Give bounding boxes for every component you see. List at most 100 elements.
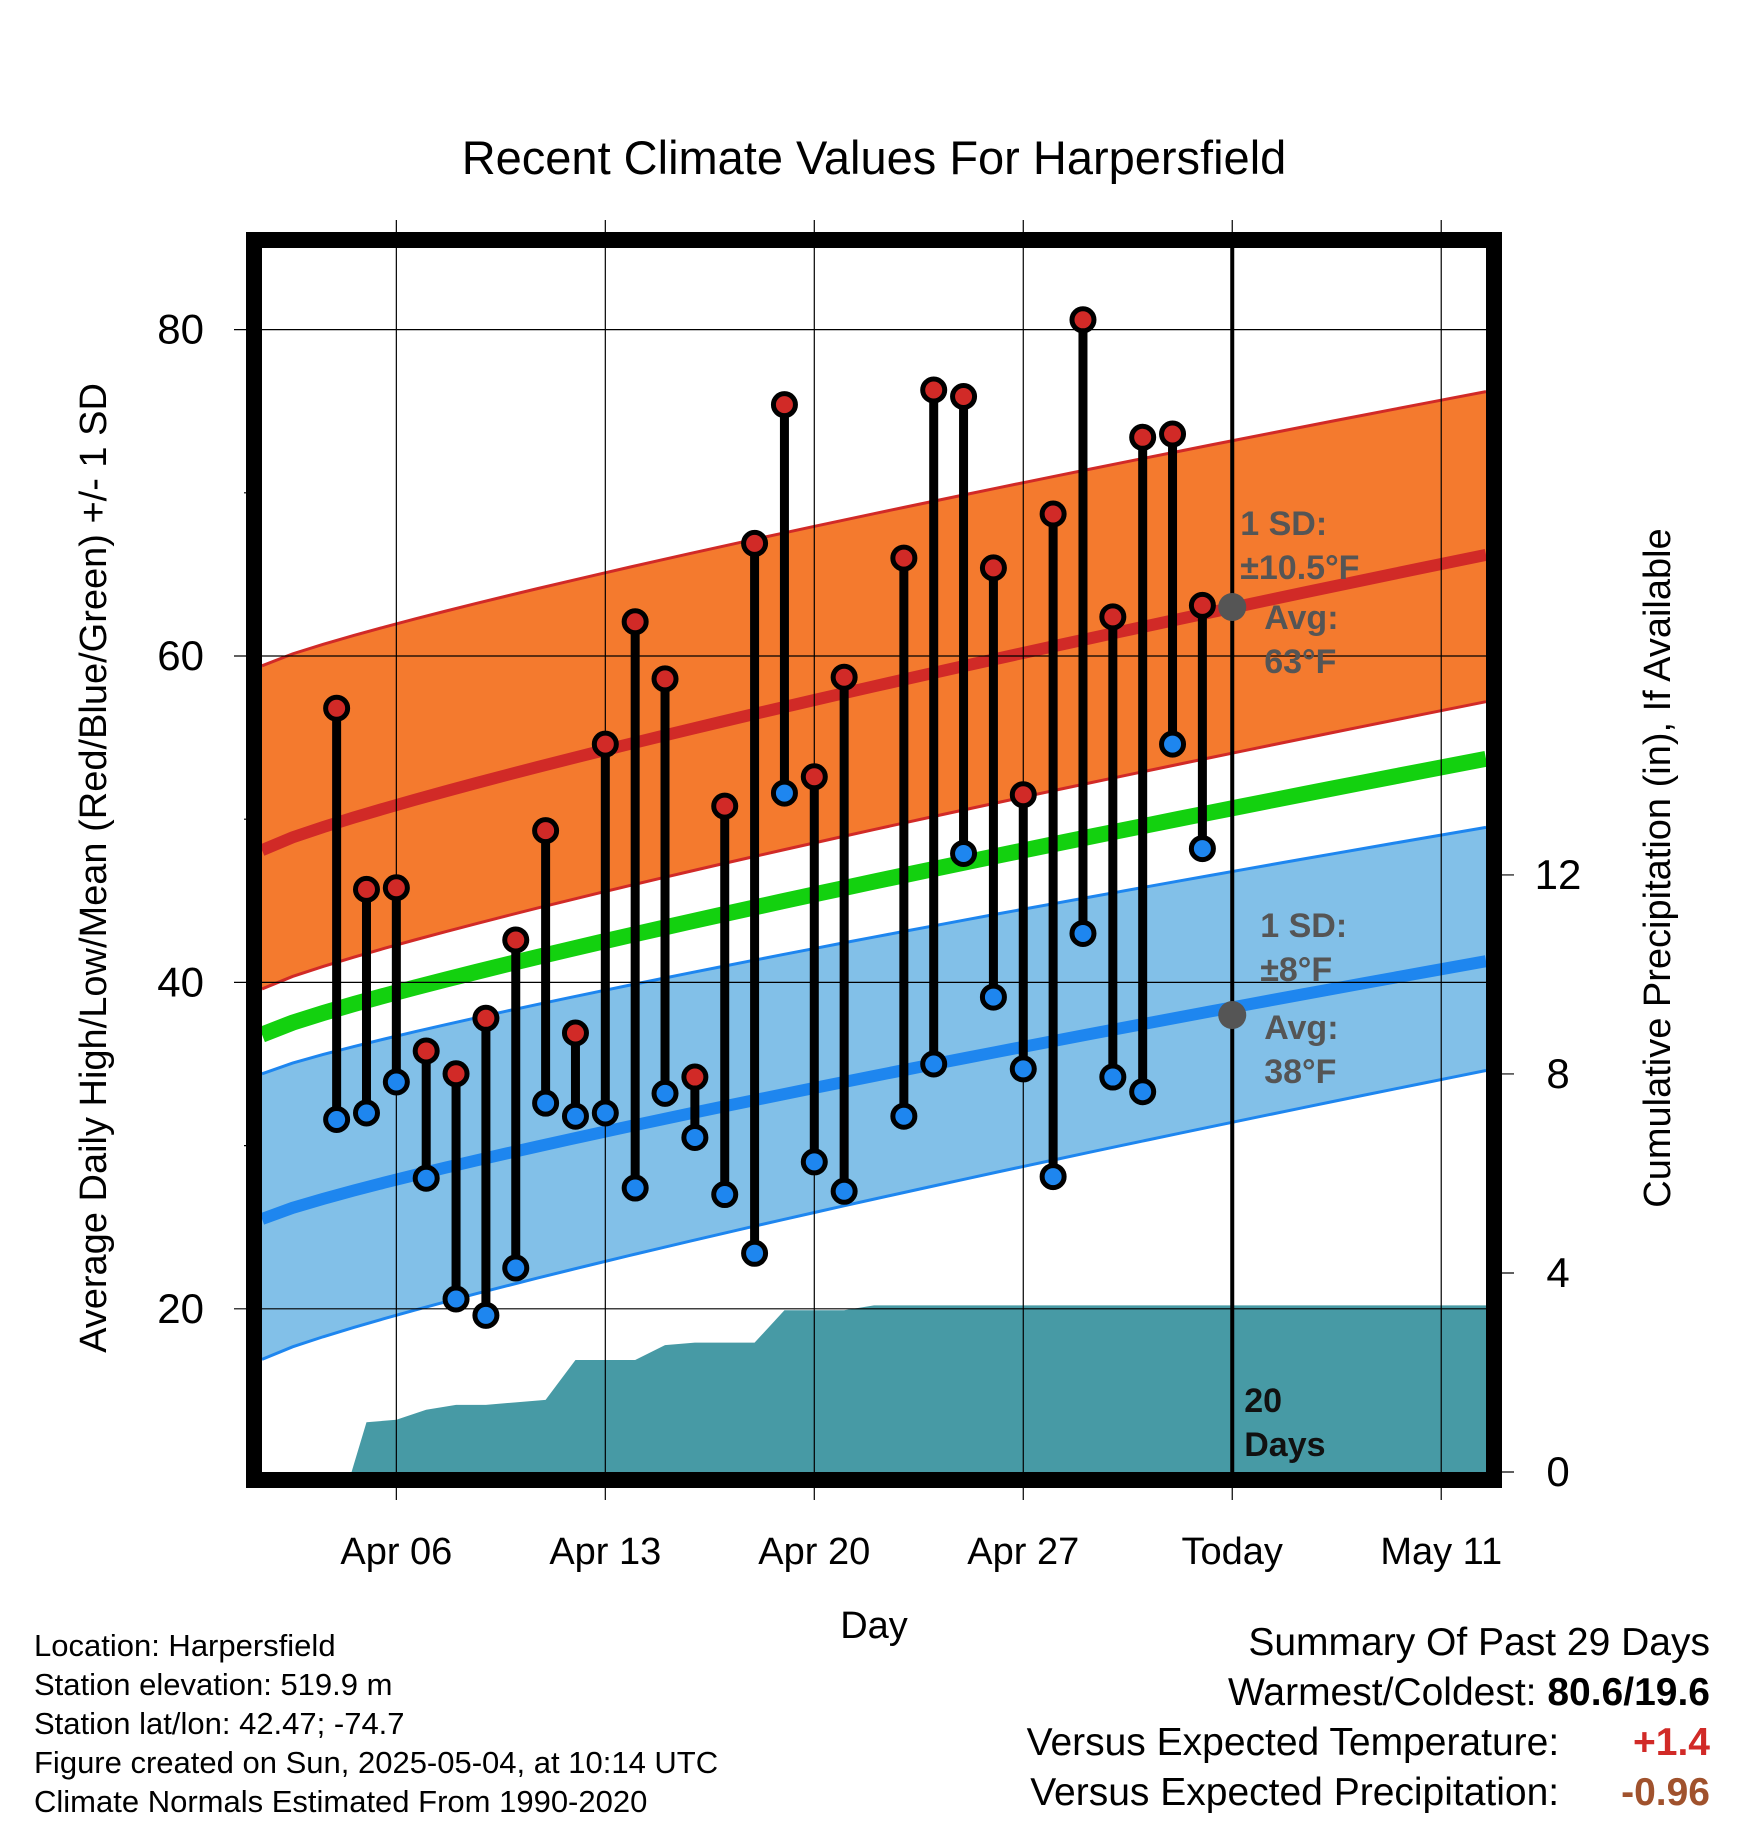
high-point: [1069, 306, 1097, 334]
low-point: [1069, 919, 1097, 947]
high-point: [561, 1019, 589, 1047]
x-tick-label: Today: [1182, 1531, 1283, 1573]
low-point: [323, 1105, 351, 1133]
high-point: [382, 874, 410, 902]
low-point: [741, 1239, 769, 1267]
high-point: [621, 608, 649, 636]
high-point: [681, 1063, 709, 1091]
high-point: [1099, 603, 1127, 631]
low-point: [770, 779, 798, 807]
plot-frame: [246, 232, 1502, 1488]
low-point: [442, 1285, 470, 1313]
location-text: Location: Harpersfield: [34, 1628, 336, 1663]
low-point: [681, 1123, 709, 1151]
low-point: [1009, 1055, 1037, 1083]
low-point: [1129, 1078, 1157, 1106]
precip-area: [291, 1305, 1486, 1472]
high-point: [979, 554, 1007, 582]
high-point: [352, 875, 380, 903]
low-sd-band-upper-edge: [261, 825, 1487, 1076]
high-point: [412, 1037, 440, 1065]
warm-cold-value: 80.6/19.6: [1547, 1671, 1710, 1714]
temp-row: Versus Expected Temperature: +1.4: [1027, 1718, 1710, 1768]
low-point: [1099, 1063, 1127, 1091]
precip-label: Versus Expected Precipitation:: [1030, 1771, 1560, 1814]
normal-low-line: [259, 955, 1488, 1225]
normal-high-line: [259, 548, 1488, 856]
low-point: [382, 1068, 410, 1096]
days-annotation-line: Days: [1244, 1426, 1325, 1464]
high-point: [502, 926, 530, 954]
low-point: [621, 1174, 649, 1202]
low-point: [591, 1099, 619, 1127]
x-axis-label: Day: [840, 1605, 908, 1647]
high-point: [442, 1060, 470, 1088]
chart-title: Recent Climate Values For Harpersfield: [462, 131, 1287, 184]
x-tick-label: Apr 20: [758, 1531, 870, 1573]
precip-value: -0.96: [1621, 1771, 1710, 1814]
high-point: [1159, 420, 1187, 448]
normal-mean-line: [259, 750, 1488, 1043]
y-axis-label-left: Average Daily High/Low/Mean (Red/Blue/Gr…: [73, 383, 115, 1353]
low-point: [651, 1079, 679, 1107]
low-point: [979, 983, 1007, 1011]
low-point: [532, 1089, 560, 1117]
elevation-text: Station elevation: 519.9 m: [34, 1667, 393, 1702]
low-point: [502, 1254, 530, 1282]
days-annotation: 20 Days: [1244, 1382, 1325, 1464]
low-point: [412, 1164, 440, 1192]
today-low-avg-marker: [1218, 1001, 1247, 1030]
low-avg-annotation: Avg: 38°F: [1264, 1009, 1338, 1091]
high-point: [1129, 423, 1157, 451]
days-annotation-line: 20: [1244, 1382, 1282, 1420]
low-point: [890, 1102, 918, 1130]
low-point: [920, 1050, 948, 1078]
high-point: [1039, 500, 1067, 528]
low-sd-annotation-line: ±8°F: [1260, 951, 1332, 989]
y-tick-label-right: 0: [1546, 1448, 1569, 1495]
summary-panel: Summary Of Past 29 Days Warmest/Coldest:…: [1027, 1618, 1710, 1818]
high-sd-band-upper-edge: [261, 390, 1487, 668]
y-tick-label-left: 80: [157, 306, 204, 353]
low-sd-annotation-line: 1 SD:: [1260, 907, 1347, 945]
high-point: [741, 529, 769, 557]
high-point: [1188, 591, 1216, 619]
low-point: [800, 1148, 828, 1176]
warm-cold-row: Warmest/Coldest: 80.6/19.6: [1027, 1668, 1710, 1718]
high-avg-annotation-line: Avg:: [1264, 599, 1338, 637]
high-point: [1009, 781, 1037, 809]
high-point: [890, 544, 918, 572]
y-axis-label-right: Cumulative Precipitation (in), If Availa…: [1637, 528, 1679, 1207]
x-tick-label: Apr 06: [340, 1531, 452, 1573]
low-point: [1039, 1163, 1067, 1191]
low-point: [1188, 835, 1216, 863]
temp-value: +1.4: [1633, 1721, 1710, 1764]
low-point: [1159, 730, 1187, 758]
x-tick-label: Apr 27: [967, 1531, 1079, 1573]
high-point: [950, 383, 978, 411]
high-point: [711, 792, 739, 820]
high-point: [472, 1004, 500, 1032]
y-tick-label-right: 8: [1546, 1050, 1569, 1097]
today-high-avg-marker: [1218, 593, 1247, 622]
high-point: [591, 730, 619, 758]
low-avg-annotation-line: 38°F: [1264, 1053, 1336, 1091]
high-sd-annotation-line: ±10.5°F: [1240, 549, 1359, 587]
low-sd-annotation: 1 SD: ±8°F: [1260, 907, 1347, 989]
created-text: Figure created on Sun, 2025-05-04, at 10…: [34, 1745, 719, 1780]
low-point: [352, 1099, 380, 1127]
temp-label: Versus Expected Temperature:: [1026, 1721, 1560, 1764]
high-point: [830, 663, 858, 691]
x-tick-label: May 11: [1380, 1531, 1502, 1573]
low-point: [830, 1177, 858, 1205]
low-point: [711, 1181, 739, 1209]
low-avg-annotation-line: Avg:: [1264, 1009, 1338, 1047]
high-sd-band-lower-edge: [261, 700, 1487, 991]
y-tick-label-left: 60: [157, 632, 204, 679]
high-point: [800, 763, 828, 791]
latlon-text: Station lat/lon: 42.47; -74.7: [34, 1706, 405, 1741]
plot-area: 1 SD: ±10.5°F Avg: 63°F 1 SD: ±8°F Avg: 38°F 20 D…: [157, 220, 1581, 1573]
y-tick-label-right: 12: [1535, 851, 1582, 898]
low-point: [561, 1102, 589, 1130]
